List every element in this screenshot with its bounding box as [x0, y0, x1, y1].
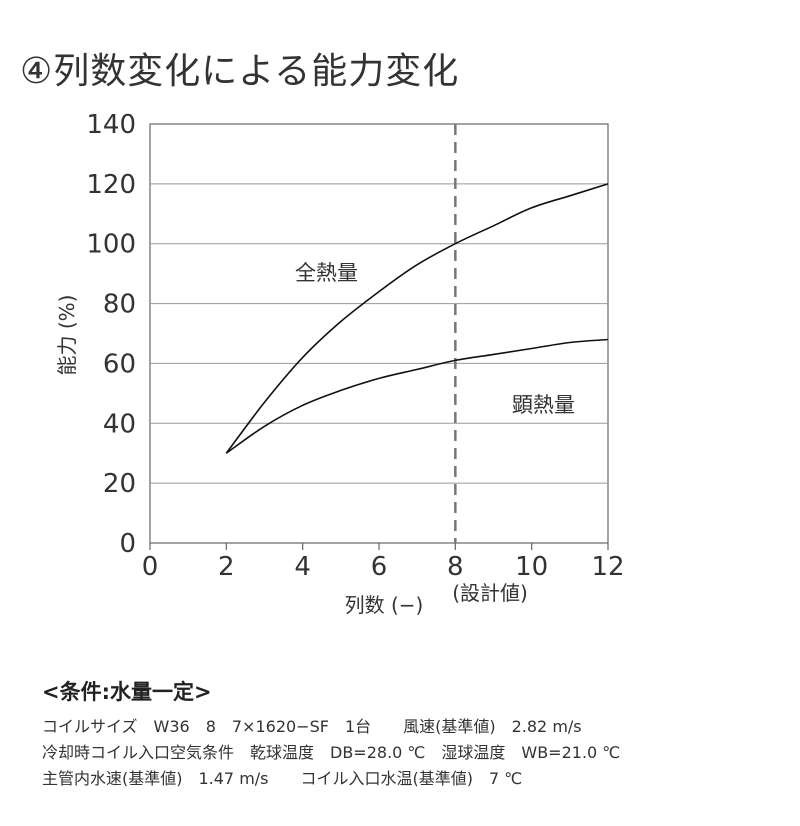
series-label-total-heat: 全熱量: [295, 261, 358, 285]
series-group: [225, 183, 609, 454]
condition-line-air: 冷却時コイル入口空気条件 乾球温度 DB=28.0 ℃ 湿球温度 WB=21.0…: [42, 743, 621, 762]
conditions-heading: <条件:水量一定>: [42, 680, 212, 704]
y-tick-label-0: 0: [119, 529, 136, 559]
gridlines: [150, 183, 608, 484]
design-value-label: (設計値): [452, 581, 528, 605]
y-tick-label-100: 100: [86, 230, 136, 260]
series-line-1: [225, 338, 609, 454]
x-tick-label-8: 8: [447, 552, 464, 582]
y-tick-label-20: 20: [103, 469, 136, 499]
x-tick-label-12: 12: [591, 552, 624, 582]
series-label-sensible-heat: 顕熱量: [512, 393, 575, 417]
plot-area: [149, 123, 609, 544]
condition-line-water: 主管内水速(基準値) 1.47 m/s コイル入口水温(基準値) 7 ℃: [42, 769, 523, 788]
conditions-block: <条件:水量一定> コイルサイズ W36 8 7×1620−SF 1台 風速(基…: [42, 676, 792, 792]
x-tick-label-2: 2: [218, 552, 235, 582]
x-tick-label-4: 4: [294, 552, 311, 582]
y-tick-label-40: 40: [103, 409, 136, 439]
condition-line-coil: コイルサイズ W36 8 7×1620−SF 1台 風速(基準値) 2.82 m…: [42, 717, 582, 736]
x-tick-label-6: 6: [371, 552, 388, 582]
x-tick-label-10: 10: [515, 552, 548, 582]
y-tick-label-120: 120: [86, 170, 136, 200]
page-title: ④列数変化による能力変化: [20, 51, 460, 92]
y-tick-label-60: 60: [103, 349, 136, 379]
y-tick-label-80: 80: [103, 290, 136, 320]
x-axis-title: 列数 (−): [345, 593, 424, 617]
y-tick-label-140: 140: [86, 110, 136, 140]
y-axis-title: 能力 (%): [55, 295, 79, 376]
x-tick-label-0: 0: [142, 552, 159, 582]
series-line-0: [225, 183, 609, 454]
